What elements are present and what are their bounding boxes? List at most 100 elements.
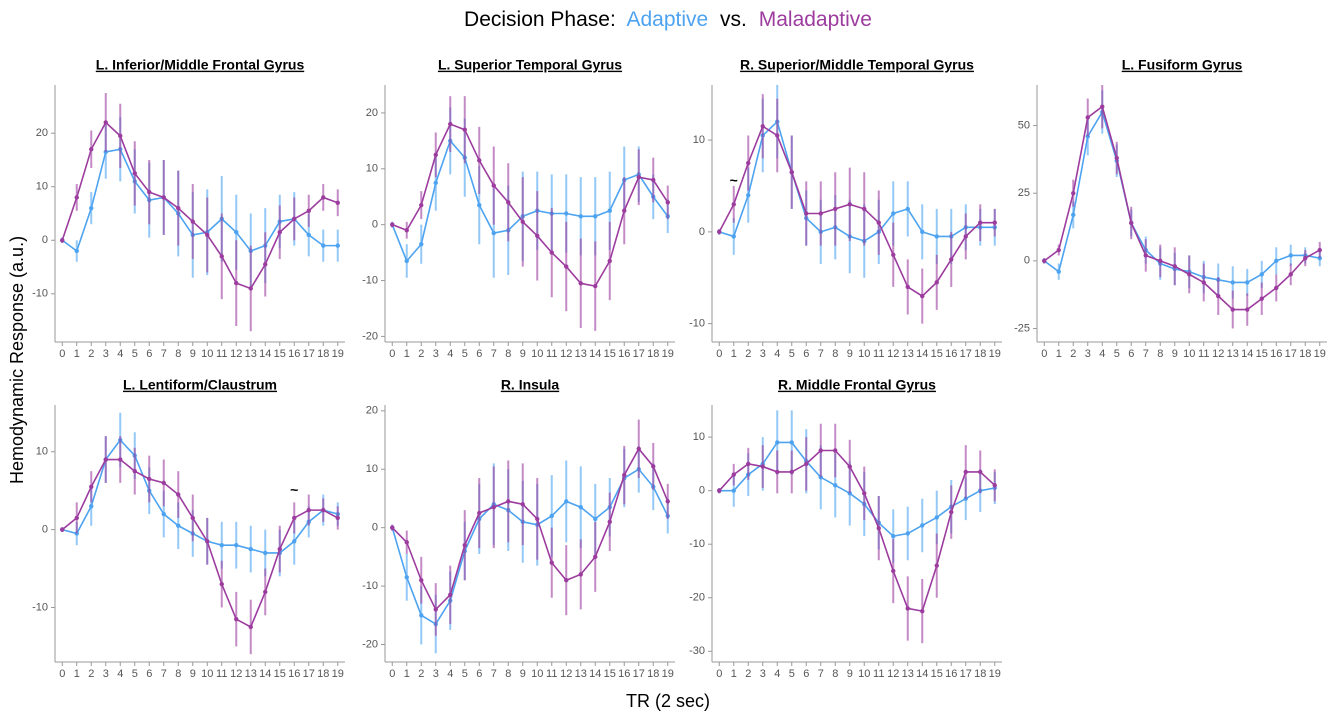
- data-point: [920, 608, 925, 614]
- panel-title: R. Superior/Middle Temporal Gyrus: [740, 57, 974, 73]
- data-point: [1288, 272, 1293, 277]
- x-tick-label: 11: [873, 348, 884, 360]
- data-point: [176, 205, 181, 211]
- data-point: [1056, 269, 1061, 274]
- y-tick-label: 0: [699, 226, 705, 238]
- data-point: [1042, 258, 1047, 264]
- data-point: [775, 133, 780, 138]
- x-tick-label: 1: [74, 348, 80, 360]
- data-point: [651, 177, 656, 183]
- y-tick-label: -20: [689, 592, 705, 604]
- x-tick-label: 18: [647, 668, 659, 680]
- data-point: [1274, 258, 1279, 264]
- data-point: [578, 505, 583, 510]
- panel-title: L. Lentiform/Claustrum: [123, 377, 277, 393]
- y-tick-label: 20: [366, 107, 378, 119]
- series-line: [719, 120, 995, 242]
- x-tick-label: 1: [404, 348, 410, 360]
- x-tick-label: 7: [818, 668, 824, 680]
- x-tick-label: 3: [760, 348, 766, 360]
- x-tick-label: 19: [662, 668, 674, 680]
- data-point: [520, 502, 525, 507]
- data-point: [219, 254, 224, 259]
- data-point: [622, 208, 627, 213]
- x-tick-label: 4: [117, 668, 123, 680]
- x-tick-label: 9: [847, 668, 853, 680]
- data-point: [804, 211, 809, 216]
- y-tick-label: -20: [362, 638, 378, 650]
- x-tick-label: 2: [418, 348, 424, 360]
- data-point: [477, 202, 482, 208]
- data-point: [263, 550, 268, 556]
- x-tick-label: 19: [989, 348, 1001, 360]
- data-point: [74, 515, 79, 521]
- series-line: [718, 449, 996, 613]
- data-point: [731, 234, 736, 239]
- data-point: [636, 446, 641, 452]
- y-tick-label: 10: [693, 134, 705, 146]
- data-point: [321, 507, 326, 513]
- x-tick-label: 14: [589, 668, 601, 680]
- data-point: [321, 243, 326, 248]
- x-tick-label: 18: [647, 348, 659, 360]
- x-tick-label: 10: [531, 668, 543, 680]
- y-tick-label: 0: [42, 234, 48, 246]
- data-point: [292, 515, 297, 521]
- data-point: [161, 195, 166, 200]
- data-point: [891, 533, 896, 539]
- data-point: [132, 171, 137, 176]
- panel-title: R. Insula: [501, 377, 560, 393]
- data-point: [905, 606, 910, 611]
- data-point: [593, 554, 598, 560]
- x-tick-label: 12: [560, 668, 572, 680]
- x-tick-label: 11: [546, 668, 557, 680]
- x-tick-label: 16: [618, 668, 630, 680]
- data-point: [118, 133, 123, 139]
- x-tick-label: 13: [245, 668, 257, 680]
- data-point: [1259, 296, 1264, 301]
- x-tick-label: 15: [274, 668, 286, 680]
- x-tick-label: 8: [505, 348, 511, 360]
- data-point: [1071, 191, 1076, 196]
- data-point: [978, 469, 983, 475]
- data-point: [833, 206, 838, 212]
- data-point: [321, 195, 326, 200]
- data-point: [876, 525, 881, 531]
- data-point: [118, 457, 123, 462]
- x-tick-label: 17: [303, 668, 315, 680]
- data-point: [390, 525, 395, 530]
- data-point: [263, 589, 268, 595]
- data-point: [622, 472, 627, 478]
- data-point: [905, 284, 910, 290]
- x-tick-label: 0: [59, 668, 65, 680]
- x-tick-label: 3: [1085, 348, 1091, 360]
- x-tick-label: 17: [960, 348, 972, 360]
- x-tick-label: 12: [887, 668, 899, 680]
- data-point: [292, 539, 297, 544]
- y-tick-label: 0: [372, 219, 378, 231]
- x-tick-label: 7: [818, 348, 824, 360]
- x-tick-label: 3: [760, 668, 766, 680]
- data-point: [1259, 272, 1264, 277]
- data-point: [746, 160, 751, 166]
- data-point: [1071, 212, 1076, 218]
- y-tick-label: 20: [36, 127, 48, 139]
- data-point: [448, 121, 453, 127]
- data-point: [219, 581, 224, 587]
- data-point: [920, 293, 925, 299]
- x-tick-label: 9: [190, 668, 196, 680]
- x-tick-label: 15: [274, 348, 286, 360]
- data-point: [1201, 280, 1206, 285]
- data-point: [920, 229, 925, 235]
- x-tick-label: 0: [59, 348, 65, 360]
- x-tick-label: 8: [175, 668, 181, 680]
- data-point: [636, 174, 641, 180]
- x-tick-label: 9: [520, 348, 526, 360]
- data-point: [404, 540, 409, 545]
- y-tick-label: -10: [689, 318, 705, 330]
- data-point: [1288, 253, 1293, 258]
- x-tick-label: 17: [1285, 348, 1297, 360]
- x-tick-label: 16: [1270, 348, 1282, 360]
- y-tick-label: 0: [1024, 255, 1030, 267]
- x-tick-label: 16: [945, 348, 957, 360]
